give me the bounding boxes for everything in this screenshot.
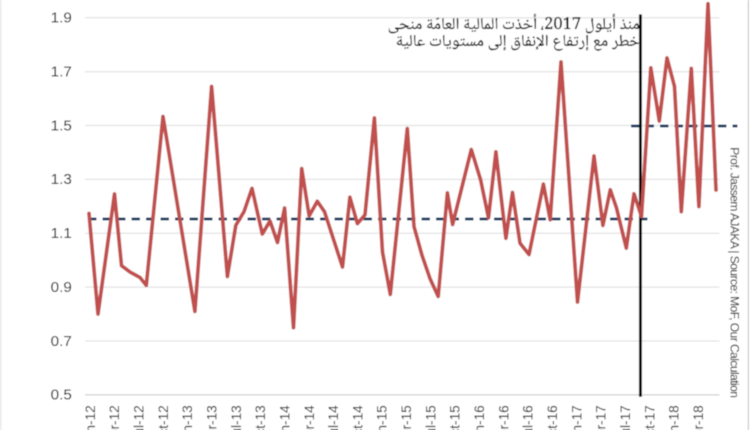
svg-text:Jan-14: Jan-14 <box>277 405 292 430</box>
svg-text:0.9: 0.9 <box>51 279 72 296</box>
svg-text:Oct-16: Oct-16 <box>545 405 560 430</box>
svg-text:Apr-17: Apr-17 <box>594 405 609 430</box>
svg-text:Jan-13: Jan-13 <box>180 405 195 430</box>
svg-text:1.5: 1.5 <box>51 117 72 134</box>
svg-text:Jul-13: Jul-13 <box>229 405 244 430</box>
svg-text:1.1: 1.1 <box>51 225 72 242</box>
svg-text:Jan-12: Jan-12 <box>83 405 98 430</box>
svg-text:Apr-13: Apr-13 <box>205 405 220 430</box>
svg-text:Apr-16: Apr-16 <box>496 405 511 430</box>
svg-text:Jan-15: Jan-15 <box>375 405 390 430</box>
svg-text:0.7: 0.7 <box>51 333 72 350</box>
svg-text:Jan-17: Jan-17 <box>569 405 584 430</box>
svg-text:Oct-15: Oct-15 <box>448 405 463 430</box>
svg-text:Prof. Jassem AJAKA | Source: M: Prof. Jassem AJAKA | Source: MoF, Our Ca… <box>728 147 742 397</box>
svg-text:Jan-16: Jan-16 <box>472 405 487 430</box>
svg-text:Jan-18: Jan-18 <box>667 405 682 430</box>
svg-text:Apr-12: Apr-12 <box>107 405 122 430</box>
svg-text:1.9: 1.9 <box>51 10 72 27</box>
svg-text:1.3: 1.3 <box>51 171 72 188</box>
svg-text:Jul-16: Jul-16 <box>521 405 536 430</box>
svg-text:Apr-18: Apr-18 <box>691 405 706 430</box>
svg-text:Oct-13: Oct-13 <box>253 405 268 430</box>
svg-text:Apr-14: Apr-14 <box>302 405 317 430</box>
svg-text:Apr-15: Apr-15 <box>399 405 414 430</box>
svg-text:0.5: 0.5 <box>51 387 72 404</box>
svg-text:Jul-17: Jul-17 <box>618 405 633 430</box>
svg-text:1.7: 1.7 <box>51 64 72 81</box>
svg-text:Jul-14: Jul-14 <box>326 405 341 430</box>
svg-text:Oct-12: Oct-12 <box>156 405 171 430</box>
svg-text:Jul-12: Jul-12 <box>132 405 147 430</box>
svg-text:Jul-15: Jul-15 <box>423 405 438 430</box>
svg-text:Oct-14: Oct-14 <box>350 405 365 430</box>
svg-text:Oct-17: Oct-17 <box>642 405 657 430</box>
